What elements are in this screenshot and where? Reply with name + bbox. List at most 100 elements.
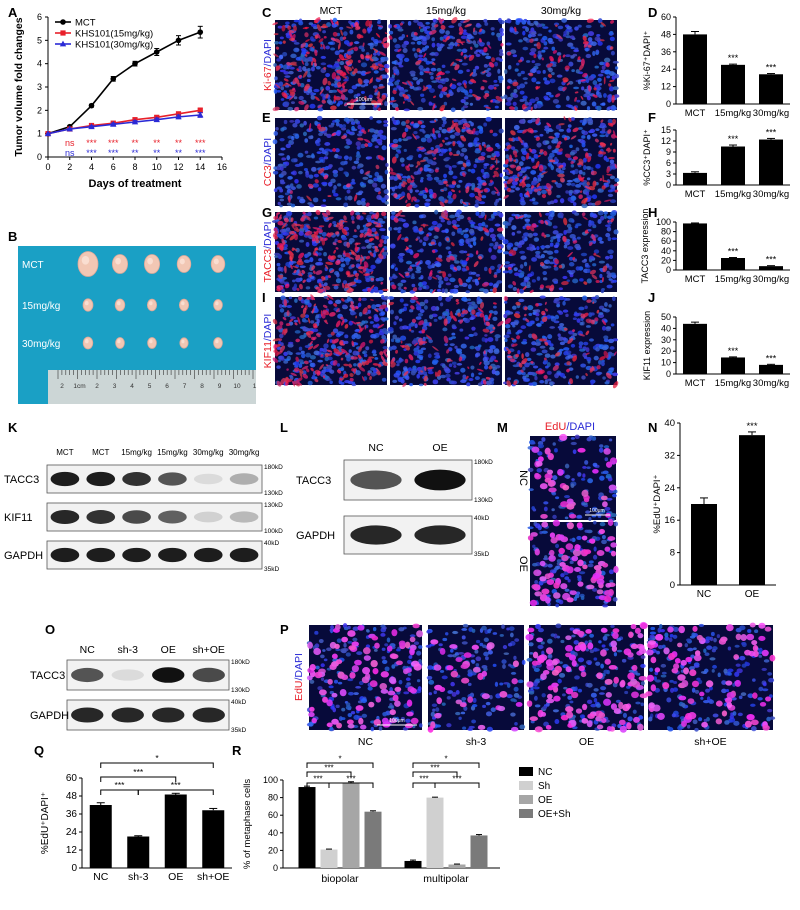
dapi-nucleus xyxy=(468,120,472,124)
data-point xyxy=(153,116,160,123)
dapi-nucleus xyxy=(598,260,605,264)
dapi-nucleus xyxy=(531,441,536,445)
dapi-nucleus xyxy=(488,348,494,354)
dapi-nucleus xyxy=(288,139,293,145)
dapi-nucleus xyxy=(559,323,565,327)
dapi-nucleus xyxy=(606,226,612,232)
data-point xyxy=(88,102,95,109)
dapi-nucleus xyxy=(353,363,357,367)
dapi-nucleus xyxy=(308,360,313,363)
dapi-nucleus xyxy=(332,189,336,194)
dapi-nucleus xyxy=(324,166,329,171)
dapi-nucleus xyxy=(401,163,405,167)
ruler-label: 9 xyxy=(218,383,222,390)
dapi-nucleus xyxy=(586,466,591,469)
dapi-nucleus xyxy=(438,241,442,247)
dapi-nucleus xyxy=(503,175,509,180)
dapi-nucleus xyxy=(457,227,463,232)
dapi-nucleus xyxy=(459,238,465,244)
dapi-nucleus xyxy=(556,310,562,313)
dapi-nucleus xyxy=(460,343,467,349)
dapi-nucleus xyxy=(503,313,508,319)
bar-Sh-multipolar xyxy=(426,797,444,868)
dapi-nucleus xyxy=(398,64,404,68)
marker-signal xyxy=(334,38,341,43)
dapi-nucleus xyxy=(433,235,439,240)
significance-label: *** xyxy=(86,148,97,158)
dapi-nucleus xyxy=(362,351,366,355)
dapi-nucleus xyxy=(581,477,586,481)
dapi-nucleus xyxy=(543,501,549,505)
panel-label-c: C xyxy=(262,5,272,20)
dapi-nucleus xyxy=(415,316,422,320)
tumor-specimen xyxy=(147,337,157,349)
dapi-nucleus xyxy=(318,147,325,151)
dapi-nucleus xyxy=(490,213,495,219)
dapi-nucleus xyxy=(601,307,608,312)
significance-bracket xyxy=(434,782,480,788)
dapi-nucleus xyxy=(612,372,618,377)
marker-signal xyxy=(468,54,475,61)
dapi-nucleus xyxy=(467,301,473,305)
bar-MCT xyxy=(683,223,707,270)
dapi-nucleus xyxy=(525,183,531,188)
dapi-nucleus xyxy=(431,58,436,61)
row-label-marker: CC3 xyxy=(262,165,274,186)
dapi-nucleus xyxy=(541,49,546,53)
dapi-nucleus xyxy=(310,95,316,100)
dapi-nucleus xyxy=(519,192,523,198)
dapi-nucleus xyxy=(441,123,445,128)
dapi-nucleus xyxy=(522,98,527,102)
tumor-highlight xyxy=(179,258,185,265)
dapi-nucleus xyxy=(567,355,574,359)
dapi-nucleus xyxy=(393,227,399,231)
dapi-nucleus xyxy=(416,266,422,271)
dapi-nucleus xyxy=(534,37,539,42)
dapi-nucleus xyxy=(338,331,345,335)
dapi-nucleus xyxy=(585,347,590,353)
dapi-nucleus xyxy=(473,68,477,73)
dapi-nucleus xyxy=(504,338,508,343)
dapi-nucleus xyxy=(480,168,485,173)
dapi-nucleus xyxy=(523,279,529,283)
significance-label: *** xyxy=(324,764,333,773)
dapi-nucleus xyxy=(372,353,377,357)
dapi-nucleus xyxy=(601,65,606,70)
x-tick-label: 2 xyxy=(67,162,72,172)
dapi-nucleus xyxy=(287,343,294,348)
dapi-nucleus xyxy=(323,251,327,257)
bar-sh+OE xyxy=(202,810,225,868)
y-tick-label: 1 xyxy=(37,129,42,139)
panel-label-m: M xyxy=(497,420,508,435)
dapi-nucleus xyxy=(402,48,408,54)
dapi-nucleus xyxy=(552,99,560,104)
x-tick-label: 6 xyxy=(111,162,116,172)
dapi-nucleus xyxy=(475,211,480,217)
y-tick-label: 30 xyxy=(661,335,671,345)
dapi-nucleus xyxy=(373,38,379,44)
marker-signal xyxy=(298,100,305,105)
dapi-nucleus xyxy=(283,119,288,125)
dapi-nucleus xyxy=(358,190,364,194)
dapi-nucleus xyxy=(355,157,360,161)
dapi-nucleus xyxy=(466,238,472,243)
dapi-nucleus xyxy=(536,276,541,281)
dapi-nucleus xyxy=(331,89,338,93)
dapi-nucleus xyxy=(462,105,469,109)
dapi-nucleus xyxy=(275,90,282,93)
dapi-nucleus xyxy=(503,94,508,100)
legend-label: OE xyxy=(538,795,553,806)
dapi-nucleus xyxy=(542,69,546,74)
dapi-nucleus xyxy=(564,54,571,58)
dapi-nucleus xyxy=(394,267,398,272)
dapi-nucleus xyxy=(527,526,534,530)
dapi-nucleus xyxy=(530,157,535,161)
dapi-nucleus xyxy=(549,346,555,351)
dapi-nucleus xyxy=(397,226,402,230)
marker-signal xyxy=(377,86,385,89)
dapi-nucleus xyxy=(342,124,347,128)
dapi-nucleus xyxy=(409,382,413,387)
dapi-nucleus xyxy=(373,289,380,293)
dapi-nucleus xyxy=(586,177,591,181)
dapi-nucleus xyxy=(514,241,520,246)
